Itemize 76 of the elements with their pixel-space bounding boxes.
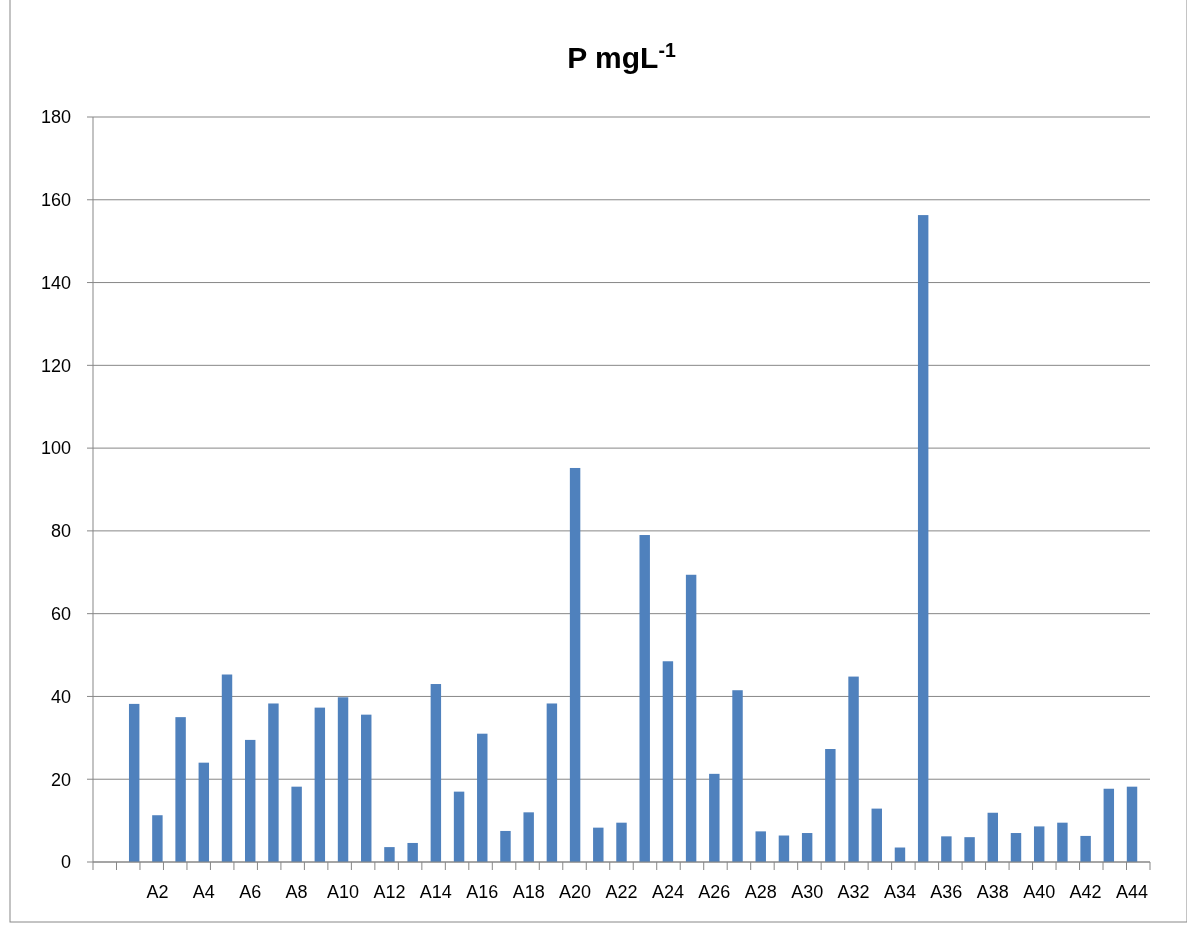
x-tick-label: A34 [883,882,916,902]
x-tick-label: A20 [559,882,592,902]
bar [384,847,395,862]
x-tick-label: A42 [1069,882,1102,902]
bar [569,467,581,862]
bar [1103,788,1115,862]
bar [941,836,952,862]
bar [1057,822,1068,862]
bar [523,812,534,862]
bar [245,739,256,862]
bar [453,791,465,862]
bar [778,835,790,862]
y-tick-label: 20 [50,769,71,790]
bar [1126,786,1138,862]
x-tick-label: A18 [512,882,545,902]
x-tick-label: A22 [605,882,638,902]
bar [848,676,859,862]
x-tick-label: A44 [1116,882,1149,902]
bar [917,215,929,862]
y-tick-label: 120 [40,355,71,376]
y-tick-label: 140 [40,272,71,293]
y-tick-label: 160 [40,190,71,211]
bar [152,815,163,862]
bar [477,733,488,862]
bar [546,703,558,862]
bar [128,703,140,862]
chart-title: P mgL$^{-1}$ [567,39,676,74]
bar [1080,835,1091,862]
x-tick-label: A2 [146,882,169,902]
x-tick-label: A10 [327,882,360,902]
bar [361,714,372,862]
x-tick-label: A4 [192,882,215,902]
x-tick-label: A40 [1023,882,1056,902]
bar [987,812,999,862]
bar [407,842,418,862]
bar [291,786,302,862]
bar [825,749,836,862]
x-tick-label: A14 [419,882,452,902]
bar [314,707,326,862]
bar [221,674,233,862]
y-tick-label: 60 [50,603,71,624]
x-tick-label: A32 [837,882,870,902]
bar [801,833,813,862]
bar [755,831,766,862]
x-tick-label: A36 [930,882,963,902]
y-tick-label: 100 [40,438,71,459]
x-tick-label: A28 [744,882,777,902]
x-tick-label: A24 [651,882,684,902]
bar [616,822,627,862]
bar [198,762,210,862]
x-tick-label: A8 [285,882,308,902]
bar [1010,833,1022,862]
y-tick-label: 180 [40,107,71,128]
bar [1033,826,1045,862]
x-tick-label: A6 [239,882,262,902]
bar [732,690,743,862]
bar [337,697,349,862]
bar [871,808,882,862]
bar [268,703,279,862]
y-tick-label: 80 [50,521,71,542]
bar [662,661,674,862]
bar [639,535,650,862]
x-tick-label: A38 [976,882,1009,902]
bar [430,684,442,862]
bar [175,717,186,862]
x-tick-label: A12 [373,882,406,902]
x-tick-label: A26 [698,882,731,902]
y-tick-label: 0 [60,852,71,873]
y-tick-label: 40 [50,686,71,707]
bar [500,830,511,862]
bar [964,837,975,862]
x-tick-label: A16 [466,882,499,902]
bar [685,574,697,862]
x-tick-label: A30 [791,882,824,902]
bar [593,827,604,862]
bar [709,773,720,862]
